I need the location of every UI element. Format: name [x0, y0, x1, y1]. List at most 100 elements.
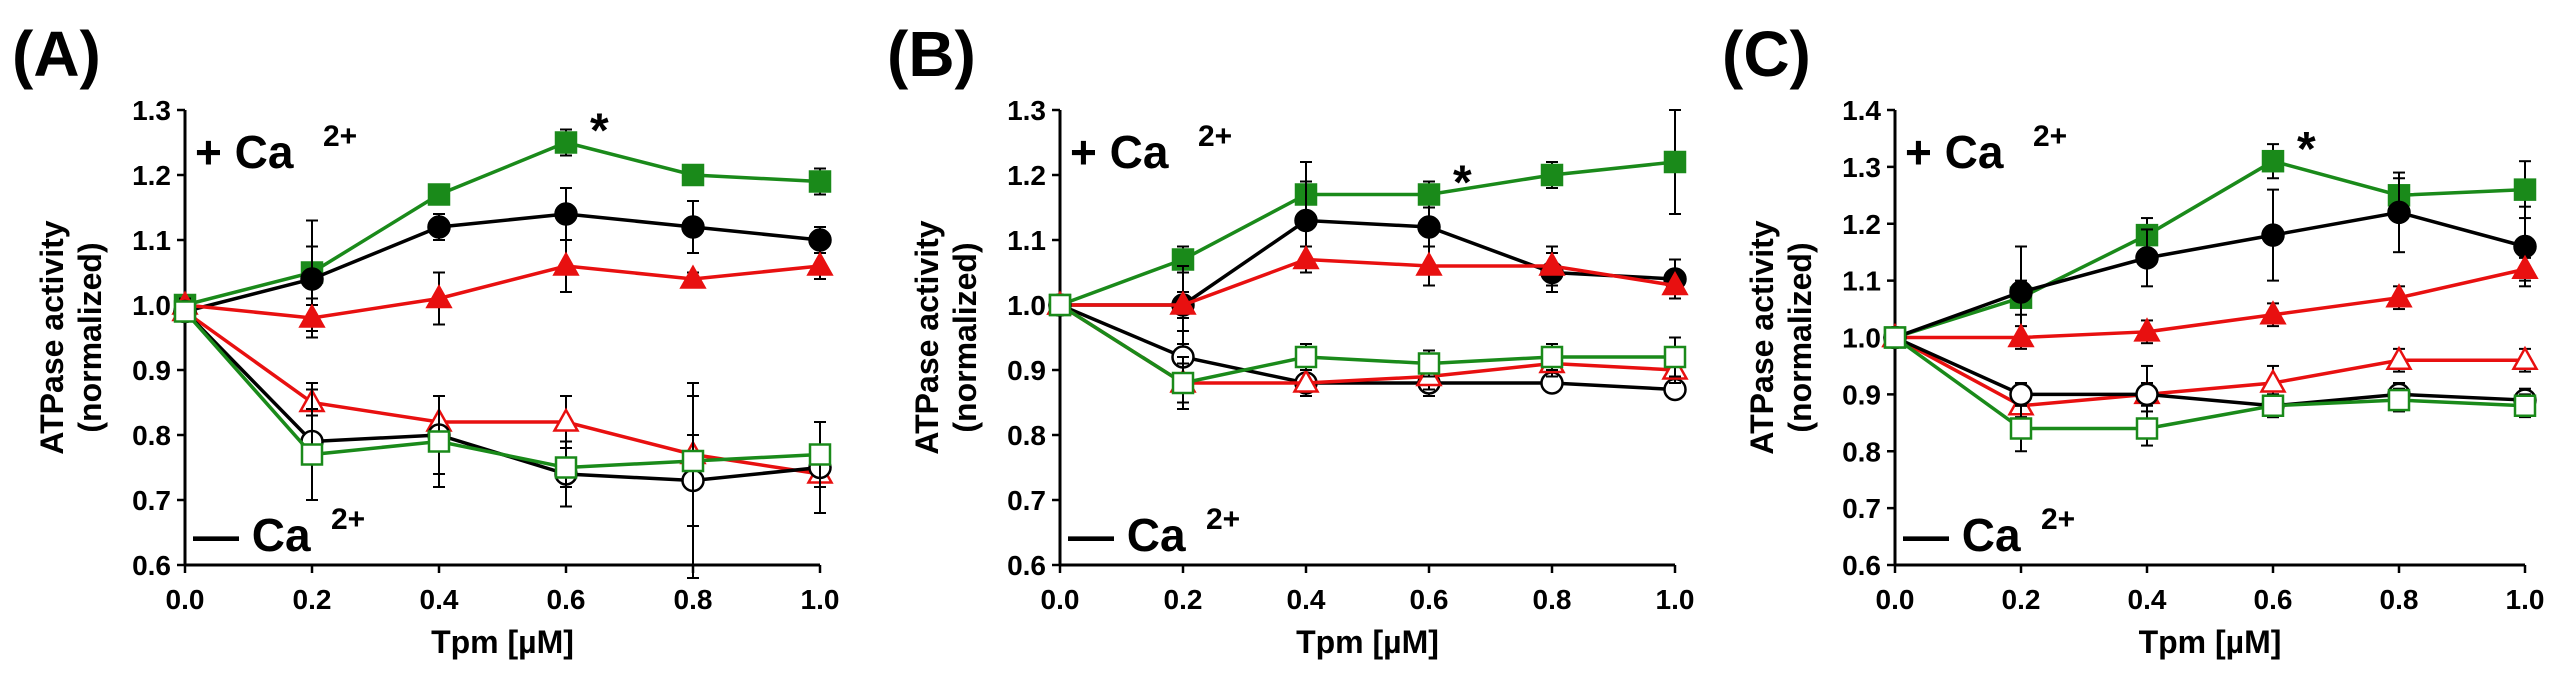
y-tick-label: 0.9 [1842, 379, 1881, 410]
data-point [427, 430, 451, 453]
series-line [1894, 335, 2526, 408]
series-2 [1881, 254, 2539, 350]
data-point [1415, 251, 1443, 276]
data-point [808, 228, 832, 252]
y-tick-label: 1.3 [1007, 95, 1046, 126]
x-axis-title: Tpm [µM] [2139, 624, 2282, 660]
data-point [681, 215, 705, 239]
data-point [1417, 183, 1441, 206]
series-line [1059, 160, 1676, 307]
y-axis-subtitle: (normalized) [947, 242, 983, 432]
data-point [2511, 345, 2539, 370]
y-tick-label: 0.7 [1007, 485, 1046, 516]
x-tick-label: 0.2 [1164, 584, 1203, 615]
x-tick-label: 1.0 [801, 584, 840, 615]
series-line [183, 310, 821, 476]
data-point [298, 303, 326, 328]
data-point [1294, 208, 1318, 233]
y-axis-title: ATPase activity [1744, 220, 1780, 454]
data-point [2007, 322, 2035, 348]
x-tick-label: 0.8 [2380, 584, 2419, 615]
y-tick-label: 1.0 [1842, 323, 1881, 354]
x-tick-label: 0.6 [1410, 584, 1449, 615]
y-axis-title: ATPase activity [909, 220, 945, 454]
minus-ca-label: — Ca [1068, 509, 1186, 561]
significance-star: * [590, 105, 609, 158]
data-point [2387, 388, 2411, 412]
data-point [679, 264, 707, 289]
y-tick-label: 1.0 [1007, 290, 1046, 321]
series-line [184, 264, 821, 320]
data-point [173, 300, 197, 323]
data-point [1661, 270, 1689, 296]
panel-label: (A) [12, 18, 101, 90]
data-point [808, 443, 832, 466]
data-point [554, 131, 578, 154]
data-point [1292, 368, 1320, 393]
x-tick-label: 0.2 [2002, 584, 2041, 615]
data-point [2135, 246, 2159, 270]
data-point [2259, 300, 2287, 325]
series-line [1894, 210, 2526, 340]
data-point [2135, 417, 2159, 440]
data-point [427, 215, 451, 239]
y-tick-label: 1.0 [132, 290, 171, 321]
panel-b: (B) 0.6 0.7 0.8 0.9 1.0 1.1 1.2 1.3 0.0 0.2 0.4 0.6 0… [887, 18, 1694, 660]
data-point [2513, 178, 2537, 201]
series-line [1060, 257, 1676, 307]
y-tick-label: 0.8 [1007, 420, 1046, 451]
x-tick-label: 0.8 [674, 584, 713, 615]
series-line [1894, 159, 2526, 340]
x-tick-label: 0.4 [2128, 584, 2167, 615]
x-tick-label: 0.0 [166, 584, 205, 615]
minus-ca-superscript: 2+ [331, 503, 365, 536]
data-point [554, 202, 578, 226]
data-point [1294, 345, 1318, 369]
x-tick-label: 0.8 [1533, 584, 1572, 615]
data-point [300, 267, 324, 291]
x-tick-label: 0.6 [547, 584, 586, 615]
y-axis-title: ATPase activity [34, 220, 70, 454]
data-point [1292, 244, 1320, 270]
x-tick-label: 0.6 [2254, 584, 2293, 615]
y-tick-label: 0.9 [132, 355, 171, 386]
significance-star: * [2297, 123, 2316, 176]
data-point [300, 443, 324, 466]
data-point [2259, 368, 2287, 393]
plus-ca-label: + Ca [1905, 126, 2004, 178]
panel-c: (C) 0.6 0.7 0.8 0.9 1.0 1.1 1.2 1.3 1.4 0.0 0.2 0.4 0… [1722, 18, 2544, 660]
data-point [1169, 290, 1197, 315]
data-point [2261, 394, 2285, 417]
data-point [554, 456, 578, 479]
data-point [2513, 234, 2537, 259]
data-point [1417, 215, 1441, 239]
data-point [1883, 326, 1907, 349]
plus-ca-label: + Ca [1070, 126, 1169, 178]
y-tick-label: 0.8 [132, 420, 171, 451]
data-point [2009, 417, 2033, 440]
y-tick-label: 1.1 [1007, 225, 1046, 256]
plus-ca-superscript: 2+ [323, 120, 357, 153]
data-point [681, 163, 705, 187]
minus-ca-superscript: 2+ [2041, 503, 2075, 536]
x-axis-title: Tpm [µM] [431, 624, 574, 660]
y-tick-label: 0.7 [132, 485, 171, 516]
x-axis-title: Tpm [µM] [1296, 624, 1439, 660]
series-line [184, 140, 821, 307]
data-point [1417, 352, 1441, 375]
data-point [425, 283, 453, 309]
series-line [183, 310, 821, 470]
y-tick-label: 0.6 [132, 550, 171, 581]
significance-star: * [1453, 157, 1472, 210]
series-line [1895, 267, 2526, 340]
data-point [1663, 345, 1687, 369]
series-2 [1046, 244, 1689, 319]
series-line [184, 212, 821, 314]
data-point [1540, 163, 1564, 187]
data-point [2511, 254, 2539, 279]
y-tick-label: 0.8 [1842, 436, 1881, 467]
x-tick-label: 1.0 [1656, 584, 1695, 615]
x-tick-label: 0.0 [1876, 584, 1915, 615]
plus-ca-label: + Ca [195, 126, 294, 178]
